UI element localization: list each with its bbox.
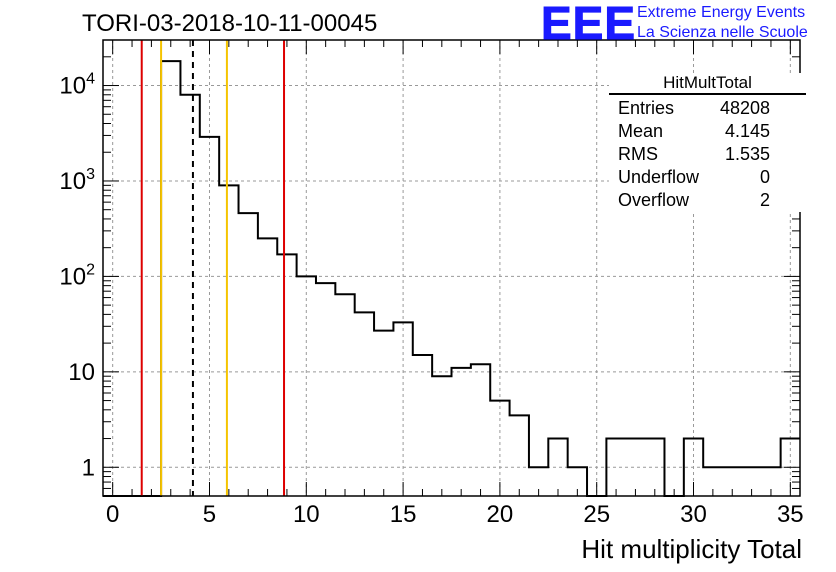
stats-label: Mean <box>618 121 664 141</box>
stats-value: 0 <box>759 167 770 187</box>
x-tick-label: 15 <box>390 501 417 528</box>
x-tick-label: 10 <box>293 501 320 528</box>
y-tick-label: 102 <box>59 261 95 290</box>
x-tick-label: 30 <box>680 501 707 528</box>
y-tick-label: 10 <box>68 359 95 386</box>
stats-row: Overflow 2 <box>609 189 806 212</box>
stats-row: Mean 4.145 <box>609 120 806 143</box>
stats-row: Entries 48208 <box>609 97 806 120</box>
stats-value: 4.145 <box>724 121 770 141</box>
stats-label: Entries <box>618 98 675 118</box>
logo-line-2: La Scienza nelle Scuole <box>637 24 808 41</box>
logo-line-1: Extreme Energy Events <box>637 4 806 21</box>
y-tick-label: 103 <box>59 166 95 195</box>
x-tick-label: 0 <box>106 501 119 528</box>
histogram-outline <box>103 60 800 497</box>
x-tick-label: 35 <box>777 501 804 528</box>
stats-value: 48208 <box>719 98 770 118</box>
x-axis-title: Hit multiplicity Total <box>581 534 802 564</box>
stats-box: HitMultTotal Entries 48208 Mean 4.145 RM… <box>609 73 806 212</box>
plot-frame <box>102 39 801 497</box>
stats-label: Overflow <box>618 190 690 210</box>
stats-row: Underflow 0 <box>609 166 806 189</box>
stats-label: Underflow <box>618 167 700 187</box>
plot-title: TORI-03-2018-10-11-00045 <box>82 10 378 37</box>
stats-value: 2 <box>759 190 770 210</box>
stats-box-name: HitMultTotal <box>609 73 806 95</box>
eee-logo: EEE <box>540 0 637 49</box>
y-tick-label: 1 <box>82 454 95 481</box>
x-tick-label: 20 <box>487 501 514 528</box>
x-tick-label: 5 <box>203 501 216 528</box>
stats-row: RMS 1.535 <box>609 143 806 166</box>
stats-value: 1.535 <box>724 144 770 164</box>
stats-label: RMS <box>618 144 658 164</box>
x-tick-label: 25 <box>583 501 610 528</box>
y-tick-label: 104 <box>59 71 95 100</box>
